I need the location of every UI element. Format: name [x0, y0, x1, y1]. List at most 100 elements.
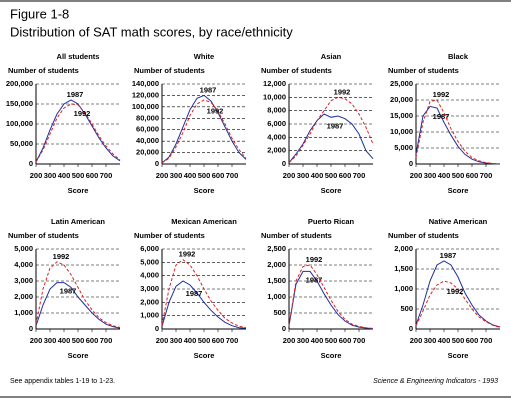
series-label: 1992: [74, 109, 91, 118]
y-tick-label: 150,000: [6, 99, 33, 108]
y-tick-label: 500: [273, 308, 286, 317]
series-line: [288, 270, 374, 330]
y-tick-label: 500: [400, 304, 413, 313]
y-tick-label: 5,000: [140, 257, 159, 266]
series-label: 1992: [53, 252, 70, 261]
y-tick-label: 3,000: [140, 284, 159, 293]
y-tick-label: 12,000: [263, 79, 286, 88]
x-axis-label: Score: [194, 351, 215, 360]
y-tick-label: 1,000: [394, 284, 413, 293]
x-tick-label: 500: [72, 336, 85, 345]
x-tick-label: 500: [325, 336, 338, 345]
x-axis-label: Score: [194, 186, 215, 195]
y-tick-label: 1,500: [394, 264, 413, 273]
x-axis-label: Score: [321, 351, 342, 360]
panel-title: White: [194, 52, 214, 61]
x-tick-label: 500: [198, 171, 211, 180]
y-axis-label: Number of students: [8, 66, 79, 75]
x-axis-label: Score: [68, 186, 89, 195]
panel-title: Asian: [321, 52, 342, 61]
y-tick-label: 2,000: [267, 260, 286, 269]
series-label: 1987: [186, 289, 203, 298]
y-tick-label: 200,000: [6, 79, 33, 88]
panel-title: Black: [448, 52, 469, 61]
x-tick-label: 500: [72, 171, 85, 180]
y-tick-label: 40,000: [136, 136, 159, 145]
y-tick-label: 2,000: [140, 297, 159, 306]
series-label: 1992: [334, 87, 351, 96]
x-tick-label: 400: [438, 336, 451, 345]
x-tick-label: 400: [311, 171, 324, 180]
series-line: [415, 280, 501, 328]
y-tick-label: 2,000: [394, 244, 413, 253]
x-tick-label: 200: [156, 171, 169, 180]
x-tick-label: 400: [184, 336, 197, 345]
y-tick-label: 10,000: [263, 92, 286, 101]
y-tick-label: 50,000: [10, 139, 33, 148]
y-tick-label: 4,000: [14, 260, 33, 269]
series-line: [35, 99, 121, 163]
series-line: [161, 99, 247, 164]
y-tick-label: 0: [282, 159, 286, 168]
series-line: [288, 96, 374, 164]
y-axis-label: Number of students: [388, 66, 459, 75]
y-tick-label: 2,000: [267, 146, 286, 155]
y-tick-label: 4,000: [267, 132, 286, 141]
x-axis-label: Score: [68, 351, 89, 360]
x-tick-label: 200: [283, 336, 296, 345]
series-label: 1992: [207, 106, 224, 115]
x-tick-label: 700: [226, 171, 239, 180]
y-tick-label: 0: [29, 324, 33, 333]
x-tick-label: 200: [410, 171, 423, 180]
x-tick-label: 600: [86, 336, 99, 345]
y-tick-label: 2,500: [267, 244, 286, 253]
note: See appendix tables 1-19 to 1-23.: [10, 378, 115, 385]
y-axis-label: Number of students: [8, 231, 79, 240]
source: Science & Engineering Indicators - 1993: [373, 378, 498, 385]
x-tick-label: 300: [44, 171, 57, 180]
series-line: [288, 113, 374, 164]
y-tick-label: 1,500: [267, 276, 286, 285]
y-tick-label: 0: [155, 159, 159, 168]
series-line: [35, 103, 121, 163]
x-tick-label: 700: [480, 171, 493, 180]
x-tick-label: 600: [212, 336, 225, 345]
y-tick-label: 0: [282, 324, 286, 333]
x-tick-label: 400: [58, 336, 71, 345]
x-tick-label: 300: [424, 336, 437, 345]
y-axis-label: Number of students: [134, 231, 205, 240]
x-tick-label: 300: [297, 336, 310, 345]
y-tick-label: 0: [155, 324, 159, 333]
series-line: [415, 105, 501, 165]
panel-title: Mexican American: [171, 217, 237, 226]
y-axis-label: Number of students: [261, 66, 332, 75]
series-line: [35, 261, 121, 328]
x-tick-label: 200: [156, 336, 169, 345]
series-label: 1992: [433, 90, 450, 99]
series-label: 1987: [327, 121, 344, 130]
y-tick-label: 1,000: [267, 292, 286, 301]
series-line: [415, 99, 501, 165]
series-line: [35, 282, 121, 329]
x-tick-label: 300: [44, 336, 57, 345]
x-tick-label: 600: [466, 171, 479, 180]
x-tick-label: 200: [30, 171, 43, 180]
series-line: [161, 259, 247, 329]
series-label: 1987: [60, 287, 77, 296]
x-tick-label: 200: [30, 336, 43, 345]
y-tick-label: 20,000: [390, 95, 413, 104]
series-label: 1992: [306, 255, 323, 264]
y-tick-label: 1,000: [14, 308, 33, 317]
x-tick-label: 200: [410, 336, 423, 345]
x-tick-label: 300: [297, 171, 310, 180]
x-tick-label: 300: [170, 336, 183, 345]
y-tick-label: 5,000: [394, 143, 413, 152]
y-tick-label: 0: [29, 159, 33, 168]
series-label: 1992: [447, 287, 464, 296]
series-label: 1987: [306, 275, 323, 284]
y-tick-label: 100,000: [132, 102, 159, 111]
y-tick-label: 25,000: [390, 79, 413, 88]
x-tick-label: 400: [311, 336, 324, 345]
y-tick-label: 5,000: [14, 244, 33, 253]
